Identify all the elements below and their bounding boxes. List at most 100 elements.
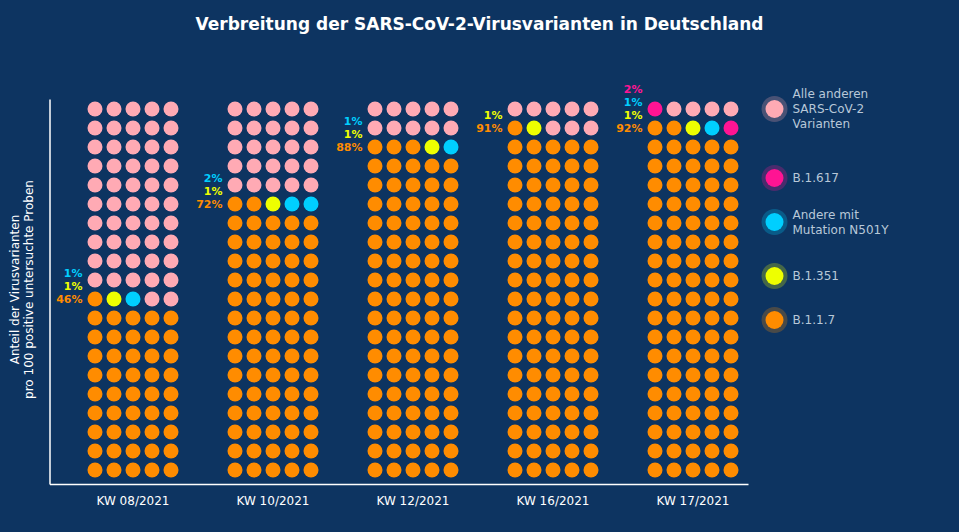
waffle-dot [164,425,179,440]
waffle-dot [164,121,179,136]
waffle-dot [425,140,440,155]
waffle-dot [527,406,542,421]
waffle-dot [228,197,243,212]
waffle-dot [164,273,179,288]
waffle-dot [387,159,402,174]
waffle-dot [648,178,663,193]
waffle-dot [126,349,141,364]
waffle-dot [667,368,682,383]
waffle-dot [88,330,103,345]
waffle-dot [145,178,160,193]
legend-label: Andere mitMutation N501Y [793,208,890,237]
y-axis-line [49,100,51,485]
waffle-dot [145,463,160,478]
waffle-dot [724,444,739,459]
data-label: 46% [56,293,82,306]
waffle-dot [126,292,141,307]
waffle-dot [584,425,599,440]
waffle-dot [527,140,542,155]
waffle-dot [145,197,160,212]
waffle-dot [88,349,103,364]
waffle-dot [406,387,421,402]
waffle-dot [508,368,523,383]
waffle-dot [565,349,580,364]
waffle-dot [285,178,300,193]
waffle-dot [126,311,141,326]
waffle-dot [546,121,561,136]
waffle-dot [228,121,243,136]
x-tick-label: KW 12/2021 [377,494,450,508]
waffle-dot [444,444,459,459]
data-labels: 46%1%1%72%1%2%88%1%1%91%1%92%1%1%2% [56,83,642,306]
waffle-dot [406,444,421,459]
legend-swatch [766,169,784,187]
legend-swatch [766,213,784,231]
waffle-dot [584,368,599,383]
waffle-dot [508,273,523,288]
waffle-dot [266,406,281,421]
legend-label: B.1.617 [793,171,839,185]
waffle-dot [546,197,561,212]
waffle-dot [724,273,739,288]
waffle-dot [88,121,103,136]
legend-entry: B.1.351 [762,263,839,289]
waffle-dot [266,197,281,212]
waffle-dot [686,349,701,364]
data-label: 1% [344,128,363,141]
waffle-dot [247,235,262,250]
waffle-dot [527,235,542,250]
data-label: 1% [64,267,83,280]
waffle-dot [304,311,319,326]
waffle-dot [425,178,440,193]
waffle-dot [565,406,580,421]
waffle-dot [444,387,459,402]
waffle-dot [648,349,663,364]
waffle-dot [88,140,103,155]
waffle-dot [546,463,561,478]
waffle-dot [387,102,402,117]
waffle-dot [368,178,383,193]
waffle-dot [565,273,580,288]
waffle-dot [584,235,599,250]
waffle-dot [145,159,160,174]
waffle-dot [444,178,459,193]
waffle-dot [425,235,440,250]
legend-label-line: SARS-CoV-2 [793,102,865,116]
waffle-dot [425,387,440,402]
waffle-dot [145,140,160,155]
waffle-dot [387,444,402,459]
waffle-dot [107,311,122,326]
waffle-dot [527,349,542,364]
waffle-dot [686,330,701,345]
waffle-dot [107,273,122,288]
data-label: 2% [204,172,223,185]
legend-label-line: Varianten [793,117,851,131]
waffle-dot [164,311,179,326]
waffle-dot [304,406,319,421]
waffle-dot [686,406,701,421]
waffle-dot [285,406,300,421]
waffle-dot [228,311,243,326]
waffle-dot [228,216,243,231]
waffle-dot [527,178,542,193]
waffle-dot [126,254,141,269]
legend-glow [762,307,788,333]
waffle-dot [527,121,542,136]
waffle-dot [406,197,421,212]
waffle-dot [724,197,739,212]
waffle-dot [88,444,103,459]
waffle-dot [126,463,141,478]
waffle-dot [546,387,561,402]
waffle-dot [648,406,663,421]
waffle-dot [527,387,542,402]
waffle-dot [667,178,682,193]
waffle-dot [285,330,300,345]
waffle-dot [285,463,300,478]
waffle-dot [667,311,682,326]
waffle-dot [425,444,440,459]
waffle-dot [88,425,103,440]
waffle-dot [406,406,421,421]
waffle-dot [107,216,122,231]
waffle-dot [527,292,542,307]
waffle-dot [565,159,580,174]
